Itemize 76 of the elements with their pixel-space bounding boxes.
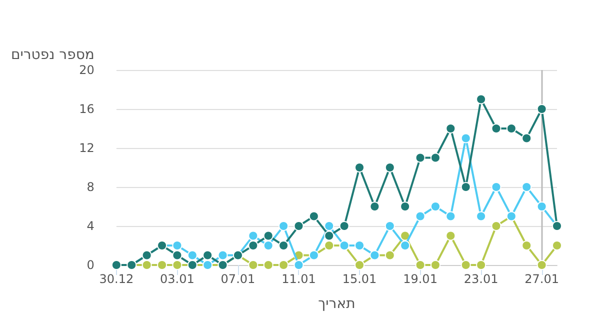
point: [278, 260, 289, 270]
point: [339, 221, 350, 231]
point: [263, 240, 274, 250]
point: [491, 221, 502, 231]
point: [460, 182, 471, 192]
y-tick-label: 0: [86, 258, 94, 272]
point: [384, 162, 395, 172]
point: [354, 260, 365, 270]
point: [460, 133, 471, 144]
point: [263, 260, 274, 270]
point: [248, 240, 258, 250]
point: [400, 202, 410, 212]
point: [460, 260, 471, 270]
x-axis-title: תאריך: [318, 296, 356, 312]
y-tick-label: 8: [86, 180, 94, 194]
point: [476, 260, 486, 270]
x-tick-label: 27.01: [524, 272, 559, 286]
point: [384, 221, 395, 231]
point: [384, 250, 395, 260]
point: [308, 211, 319, 222]
x-tick-label: 19.01: [403, 272, 438, 286]
point: [446, 230, 456, 241]
point: [294, 260, 304, 270]
point: [263, 230, 274, 241]
point: [324, 230, 334, 241]
point: [187, 250, 198, 260]
point: [202, 250, 213, 260]
point: [324, 221, 334, 231]
point: [370, 202, 380, 212]
point: [491, 124, 502, 134]
point: [522, 240, 532, 250]
point: [142, 260, 152, 270]
point: [415, 211, 426, 222]
x-tick-label: 30.12: [99, 272, 134, 286]
point: [324, 240, 334, 250]
point: [536, 104, 547, 114]
point: [278, 221, 289, 231]
point: [491, 182, 502, 192]
point: [430, 202, 440, 212]
point: [430, 260, 440, 270]
point: [446, 211, 456, 222]
x-tick-label: 23.01: [464, 272, 498, 286]
y-tick-label: 12: [79, 141, 94, 155]
point: [536, 260, 547, 270]
point: [400, 230, 410, 241]
point: [278, 240, 289, 250]
point: [172, 260, 182, 270]
point: [430, 152, 440, 163]
point: [415, 260, 426, 270]
point: [248, 230, 258, 241]
y-tick-label: 20: [79, 63, 94, 77]
point: [218, 250, 228, 260]
point: [354, 162, 365, 172]
point: [248, 260, 258, 270]
point: [172, 240, 182, 250]
point: [446, 124, 456, 134]
point: [506, 124, 516, 134]
y-tick-label: 16: [79, 102, 94, 116]
point: [157, 260, 168, 270]
point: [354, 240, 365, 250]
point: [294, 221, 304, 231]
y-axis-title: מספר נפטרים: [10, 47, 94, 63]
point: [476, 94, 486, 104]
point: [536, 202, 547, 212]
x-tick-label: 15.01: [342, 272, 377, 286]
x-tick-label: 11.01: [282, 272, 316, 286]
x-tick-label: 07.01: [220, 272, 256, 286]
x-tick-label: 03.01: [160, 272, 194, 286]
point: [172, 250, 182, 260]
point: [415, 152, 426, 163]
point: [552, 240, 562, 250]
point: [476, 211, 486, 222]
point: [522, 182, 532, 192]
point: [400, 240, 410, 250]
point: [522, 133, 532, 144]
y-tick-label: 4: [86, 219, 94, 233]
